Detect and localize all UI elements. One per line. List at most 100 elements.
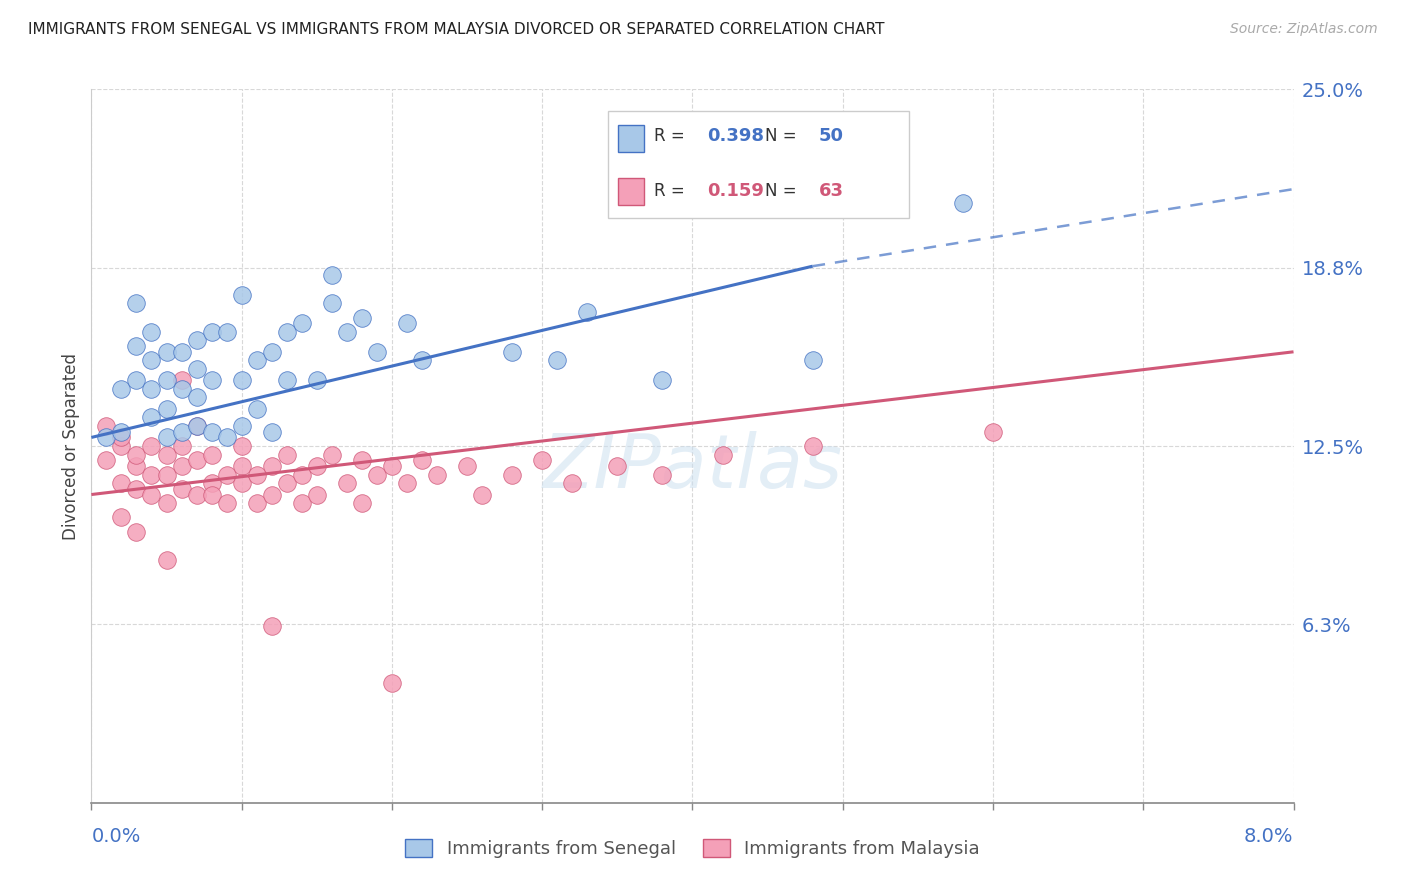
Point bbox=[201, 448, 224, 462]
Point bbox=[426, 467, 449, 482]
Point bbox=[350, 496, 373, 510]
Text: Source: ZipAtlas.com: Source: ZipAtlas.com bbox=[1230, 22, 1378, 37]
Point bbox=[321, 268, 343, 282]
Point bbox=[170, 482, 193, 496]
Point bbox=[231, 476, 253, 491]
Point bbox=[110, 476, 132, 491]
Point bbox=[366, 344, 388, 359]
Point bbox=[96, 453, 118, 467]
Point bbox=[155, 430, 177, 444]
Point bbox=[170, 439, 193, 453]
Point bbox=[141, 439, 163, 453]
Point bbox=[155, 553, 177, 567]
Point bbox=[231, 419, 253, 434]
Point bbox=[321, 296, 343, 310]
Point bbox=[291, 467, 314, 482]
Point bbox=[246, 401, 269, 416]
Point bbox=[110, 510, 132, 524]
Point bbox=[170, 382, 193, 396]
Point bbox=[291, 496, 314, 510]
Point bbox=[141, 487, 163, 501]
Text: ZIPatlas: ZIPatlas bbox=[543, 432, 842, 503]
Point bbox=[155, 401, 177, 416]
Text: 50: 50 bbox=[818, 128, 844, 145]
Point bbox=[96, 419, 118, 434]
Point bbox=[336, 476, 359, 491]
Point bbox=[260, 458, 283, 473]
Point bbox=[110, 382, 132, 396]
Text: N =: N = bbox=[765, 182, 801, 200]
Point bbox=[231, 287, 253, 301]
Point bbox=[711, 448, 734, 462]
Point bbox=[231, 458, 253, 473]
Point bbox=[201, 487, 224, 501]
Point bbox=[276, 325, 298, 339]
Legend: Immigrants from Senegal, Immigrants from Malaysia: Immigrants from Senegal, Immigrants from… bbox=[398, 831, 987, 865]
Point bbox=[411, 453, 433, 467]
Point bbox=[110, 439, 132, 453]
Point bbox=[651, 467, 673, 482]
Point bbox=[170, 425, 193, 439]
Point bbox=[170, 373, 193, 387]
Text: 0.398: 0.398 bbox=[707, 128, 763, 145]
Point bbox=[186, 487, 208, 501]
Point bbox=[501, 467, 523, 482]
Point bbox=[141, 353, 163, 368]
Text: R =: R = bbox=[654, 128, 690, 145]
Point bbox=[395, 316, 418, 330]
Point bbox=[231, 439, 253, 453]
Text: 63: 63 bbox=[818, 182, 844, 200]
FancyBboxPatch shape bbox=[617, 178, 644, 205]
Point bbox=[215, 496, 238, 510]
Text: N =: N = bbox=[765, 128, 801, 145]
Text: IMMIGRANTS FROM SENEGAL VS IMMIGRANTS FROM MALAYSIA DIVORCED OR SEPARATED CORREL: IMMIGRANTS FROM SENEGAL VS IMMIGRANTS FR… bbox=[28, 22, 884, 37]
Point bbox=[215, 430, 238, 444]
Point bbox=[246, 467, 269, 482]
Point bbox=[260, 619, 283, 633]
Point bbox=[501, 344, 523, 359]
Point bbox=[456, 458, 478, 473]
Point bbox=[201, 373, 224, 387]
Point bbox=[350, 310, 373, 325]
Point bbox=[952, 196, 974, 211]
Point bbox=[381, 458, 404, 473]
Point bbox=[215, 325, 238, 339]
Point bbox=[366, 467, 388, 482]
Point bbox=[155, 344, 177, 359]
Point bbox=[170, 458, 193, 473]
Point bbox=[125, 524, 148, 539]
Point bbox=[186, 334, 208, 348]
Point bbox=[801, 439, 824, 453]
Point bbox=[201, 325, 224, 339]
Point bbox=[125, 339, 148, 353]
Point bbox=[381, 676, 404, 690]
Point bbox=[336, 325, 359, 339]
Point bbox=[546, 353, 568, 368]
Y-axis label: Divorced or Separated: Divorced or Separated bbox=[62, 352, 80, 540]
Point bbox=[155, 496, 177, 510]
Point bbox=[141, 410, 163, 425]
Point bbox=[141, 382, 163, 396]
Point bbox=[531, 453, 554, 467]
Point bbox=[321, 448, 343, 462]
Point bbox=[215, 467, 238, 482]
Point bbox=[260, 344, 283, 359]
Point bbox=[276, 448, 298, 462]
Text: 0.159: 0.159 bbox=[707, 182, 763, 200]
Point bbox=[186, 419, 208, 434]
Text: 0.0%: 0.0% bbox=[91, 827, 141, 846]
Point bbox=[260, 487, 283, 501]
Point bbox=[276, 373, 298, 387]
Point bbox=[110, 425, 132, 439]
Point bbox=[246, 353, 269, 368]
Point bbox=[246, 496, 269, 510]
Point bbox=[125, 482, 148, 496]
Point bbox=[110, 430, 132, 444]
Point bbox=[125, 296, 148, 310]
Point bbox=[305, 458, 328, 473]
Text: 8.0%: 8.0% bbox=[1244, 827, 1294, 846]
Point bbox=[576, 305, 599, 319]
Point bbox=[395, 476, 418, 491]
Point bbox=[350, 453, 373, 467]
Point bbox=[231, 373, 253, 387]
